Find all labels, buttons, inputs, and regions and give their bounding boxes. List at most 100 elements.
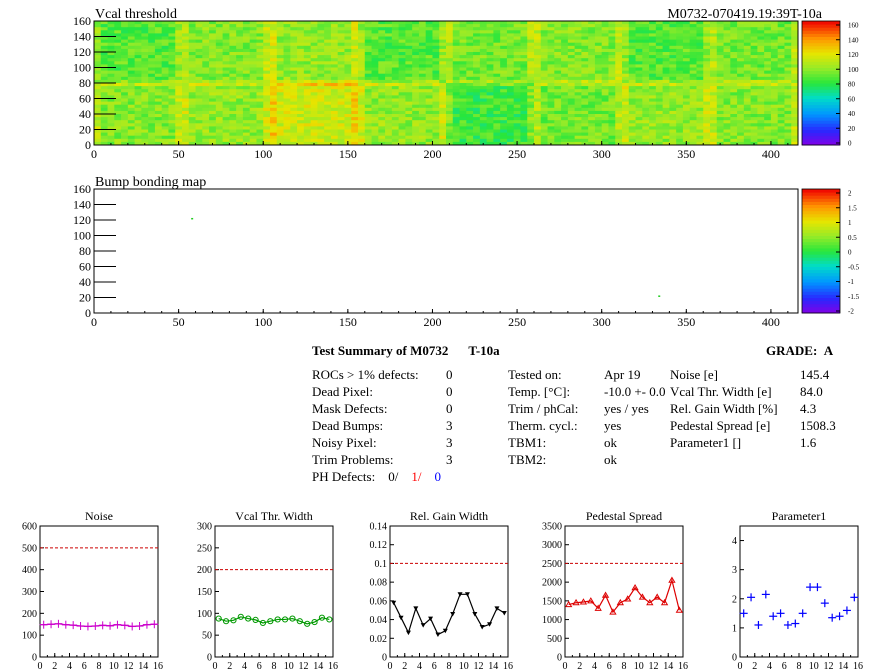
vcal-cell: [493, 92, 501, 96]
vcal_width-point: [259, 619, 267, 627]
bump-ytick-label: 140: [73, 198, 91, 212]
vcal-cell: [324, 123, 332, 127]
vcal-cell: [649, 30, 657, 34]
vcal-cell: [290, 21, 298, 25]
rel_gain-xtick-label: 8: [447, 661, 452, 672]
vcal-cell: [107, 58, 115, 62]
vcal-cell: [466, 70, 474, 75]
vcal-cell: [330, 55, 339, 59]
vcal-cell: [439, 55, 447, 59]
vcal-cell: [391, 95, 400, 99]
vcal-cell: [154, 76, 163, 81]
vcal-cell: [425, 58, 433, 62]
vcal-cell: [703, 114, 711, 118]
vcal-cell: [202, 52, 210, 56]
vcal-cell: [94, 101, 102, 106]
vcal-cell: [168, 79, 176, 84]
vcal-cell: [635, 89, 643, 93]
vcal-cell: [764, 141, 772, 146]
vcal-cell: [730, 129, 738, 133]
vcal_width-xtick-label: 6: [257, 661, 262, 672]
vcal-cell: [662, 132, 670, 137]
vcal-cell: [662, 138, 670, 143]
vcal-cell: [764, 39, 772, 44]
vcal-cell: [182, 141, 190, 146]
vcal-cell: [486, 123, 494, 127]
vcal-cell: [418, 101, 427, 106]
vcal-cell: [215, 24, 224, 28]
vcal-cell: [567, 64, 576, 68]
summary-left-label-1: Dead Pixel:: [312, 384, 374, 399]
vcal-cell: [608, 83, 616, 87]
vcal-cell: [615, 129, 623, 133]
vcal-cell: [513, 61, 521, 65]
vcal-cell: [608, 98, 616, 102]
vcal-cell: [791, 135, 799, 140]
vcal-cell: [385, 45, 393, 50]
vcal-cell: [195, 61, 203, 65]
vcal-cell: [500, 79, 508, 84]
vcal-cell: [425, 138, 433, 143]
pedestal-point: [646, 598, 654, 606]
vcal-cell: [622, 48, 630, 53]
vcal-cell: [588, 86, 596, 90]
vcal-cell: [344, 76, 352, 81]
vcal-cell: [398, 92, 406, 96]
vcal-cell: [351, 55, 359, 59]
vcal-cell: [777, 30, 785, 34]
vcal-cell: [594, 110, 603, 115]
vcal-cell: [608, 110, 616, 115]
vcal-cell: [554, 48, 562, 53]
bump-scale-tick-label: -0.5: [848, 263, 860, 271]
vcal-cell: [121, 58, 129, 62]
vcal-cell: [534, 61, 542, 65]
vcal-cell: [351, 101, 359, 106]
vcal-cell: [148, 101, 156, 106]
vcal-cell: [581, 120, 589, 124]
vcal-cell: [161, 138, 169, 143]
vcal-cell: [209, 83, 217, 87]
vcal-cell: [344, 138, 352, 143]
vcal-cell: [500, 36, 508, 40]
vcal-cell: [608, 107, 616, 112]
vcal-cell: [682, 135, 691, 140]
vcal-cell: [263, 45, 271, 50]
vcal-cell: [635, 141, 643, 146]
vcal-cell: [527, 86, 535, 90]
vcal-cell: [290, 36, 298, 40]
vcal-cell: [412, 36, 420, 40]
vcal-cell: [561, 64, 569, 68]
vcal-cell: [777, 141, 785, 146]
vcal-scale-tick-label: 20: [848, 125, 856, 133]
vcal-cell: [209, 45, 217, 50]
vcal-cell: [500, 42, 508, 47]
vcal-cell: [784, 55, 792, 59]
vcal-cell: [378, 70, 386, 75]
vcal-cell: [500, 114, 508, 118]
vcal-cell: [337, 95, 345, 99]
vcal-cell: [127, 107, 136, 112]
vcal-cell: [452, 123, 460, 127]
vcal-cell: [608, 33, 616, 37]
vcal-cell: [114, 104, 122, 109]
vcal-cell: [757, 117, 765, 121]
vcal-cell: [391, 132, 400, 137]
vcal-cell: [283, 48, 291, 53]
vcal-cell: [405, 48, 413, 53]
vcal-cell: [703, 126, 711, 130]
vcal-cell: [764, 95, 772, 99]
vcal-cell: [770, 27, 779, 31]
vcal-cell: [520, 33, 528, 37]
vcal-cell: [412, 27, 420, 31]
vcal-cell: [777, 70, 785, 75]
vcal_width-point: [237, 613, 244, 620]
summary-title-suffix: T-10a: [468, 343, 500, 358]
vcal-cell: [466, 42, 474, 47]
vcal-cell: [615, 24, 623, 28]
vcal-cell: [337, 64, 345, 68]
vcal-cell: [608, 52, 616, 56]
vcal-cell: [791, 92, 799, 96]
vcal-cell: [121, 107, 129, 112]
vcal-cell: [676, 36, 684, 40]
vcal-cell: [215, 129, 224, 133]
